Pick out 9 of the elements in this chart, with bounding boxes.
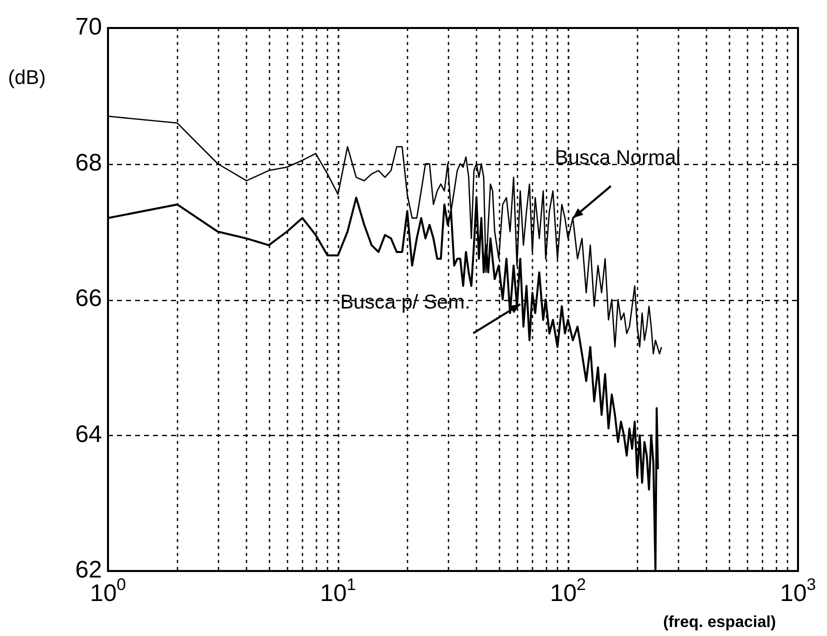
y-tick-label: 66 — [75, 285, 102, 312]
annotation: Busca Normal — [554, 147, 680, 170]
annotation: Busca p/ Sem. — [340, 291, 470, 314]
y-tick-label: 70 — [75, 14, 102, 41]
y-tick-label: 62 — [75, 556, 102, 584]
y-tick-label: 64 — [75, 420, 102, 448]
y-axis-title: (dB) — [8, 67, 46, 89]
x-axis-title: (freq. espacial) — [663, 614, 776, 631]
y-tick-label: 68 — [75, 149, 102, 176]
